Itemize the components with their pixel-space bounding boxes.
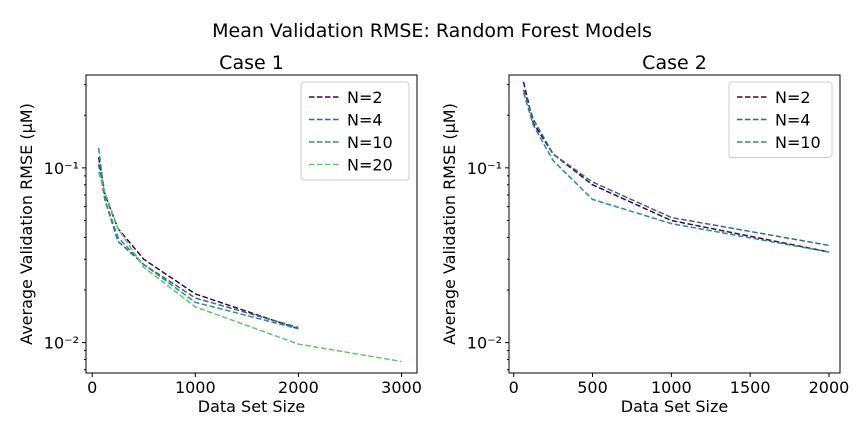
x-tick-label: 1000 [175,378,216,397]
subplot-case-1: 0 1000 2000 3000 10⁻² 10⁻¹ Case 1 Data Set Size… [17,52,422,416]
legend-entry: N=2 [347,88,383,107]
legend-entry: N=10 [775,133,821,152]
y-tick-label: 10⁻¹ [44,159,79,178]
y-tick-label: 10⁻² [44,334,79,353]
legend-frame [728,81,833,158]
x-axis-label: Data Set Size [198,397,306,416]
subplot-title: Case 1 [219,52,284,74]
legend-entry: N=10 [347,133,393,152]
y-axis-label: Average Validation RMSE (μM) [440,103,459,345]
axes-frame [508,74,841,374]
x-tick-label: 1000 [651,378,692,397]
series-line-n-4 [97,164,299,329]
subplot-title: Case 2 [642,52,707,74]
x-tick-label: 0 [509,378,519,397]
series-line-n-20 [97,171,402,363]
y-tick-label: 10⁻¹ [467,159,502,178]
x-tick-label: 2000 [809,378,850,397]
series-lines [522,81,830,253]
series-line-n-10 [522,92,830,253]
legend-entry: N=20 [347,156,393,175]
x-tick-label: 1500 [730,378,771,397]
x-tick-label: 500 [577,378,608,397]
legend-frame [300,81,410,181]
series-line-n-2 [97,157,299,330]
y-tick-label: 10⁻² [467,334,502,353]
legend-entry: N=4 [347,111,383,130]
x-tick-label: 2000 [278,378,319,397]
series-line-n-10 [97,147,299,330]
legend: N=2 N=4 N=10 [728,81,833,158]
legend: N=2 N=4 N=10 N=20 [300,81,410,181]
series-lines [97,147,402,363]
x-axis-label: Data Set Size [621,397,729,416]
legend-entry: N=2 [775,88,811,107]
legend-entry: N=4 [775,111,811,130]
subplot-case-2: 0 500 1000 1500 2000 10⁻² 10⁻¹ Case 2 Data Set S… [440,52,849,416]
series-line-n-4 [522,89,830,247]
figure-title: Mean Validation RMSE: Random Forest Mode… [212,20,652,42]
y-axis-label: Average Validation RMSE (μM) [17,103,36,345]
x-tick-label: 3000 [381,378,422,397]
axes-frame [85,74,418,374]
x-tick-label: 0 [87,378,97,397]
